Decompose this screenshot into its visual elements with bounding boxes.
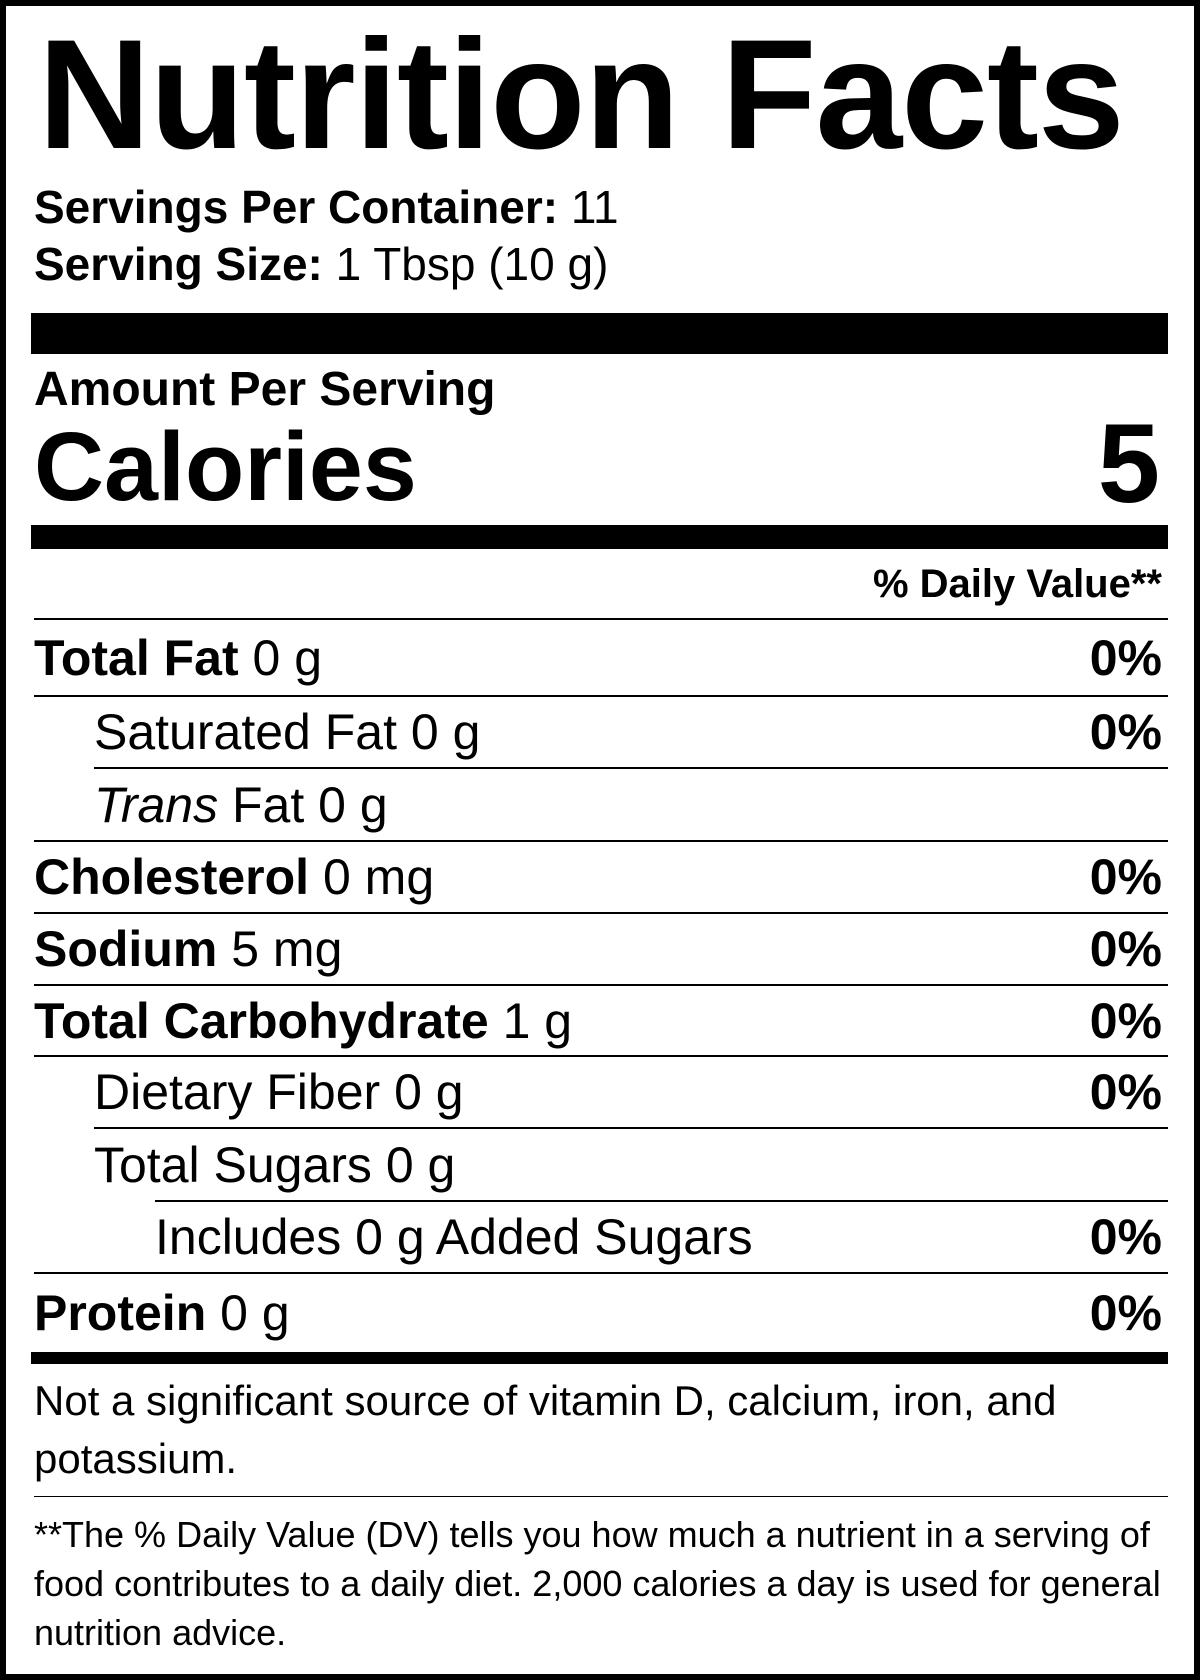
calories-value: 5 <box>1097 401 1160 526</box>
nutrient-daily-value: 0% <box>1089 704 1162 760</box>
nutrient-name: Total Carbohydrate <box>34 992 489 1049</box>
nutrient-amount: 1 g <box>502 992 573 1049</box>
divider <box>34 1055 1168 1057</box>
nutrient-name: Total Fat <box>34 629 239 686</box>
divider <box>34 840 1168 842</box>
nutrient-name-amount: Includes 0 g Added Sugars <box>155 1208 753 1266</box>
nutrient-name: Includes 0 g Added Sugars <box>155 1209 753 1265</box>
thick-divider <box>31 313 1168 354</box>
nutrient-name-amount: Saturated Fat 0 g <box>94 703 480 761</box>
nutrient-amount: 0 g <box>394 1064 464 1120</box>
nutrient-daily-value: 0% <box>1089 921 1162 977</box>
nutrient-daily-value: 0% <box>1089 849 1162 905</box>
nutrient-amount: 0 g <box>318 776 388 833</box>
nutrient-name: Fat <box>232 776 305 833</box>
servings-label: Servings Per Container: <box>34 181 559 233</box>
nutrient-name-amount: Total Sugars 0 g <box>94 1136 455 1194</box>
daily-value-footnote: **The % Daily Value (DV) tells you how m… <box>34 1514 1161 1653</box>
servings-value: 11 <box>570 181 619 233</box>
divider <box>34 1272 1168 1274</box>
not-significant-note: Not a significant source of vitamin D, c… <box>34 1377 1057 1482</box>
nutrient-daily-value: 0% <box>1089 1064 1162 1120</box>
servings-per-container: Servings Per Container: 11 <box>34 180 619 234</box>
thick-divider <box>31 1352 1168 1364</box>
nutrient-amount: 0 g <box>385 1136 456 1193</box>
nutrient-name-amount: Cholesterol 0 mg <box>34 848 434 906</box>
nutrient-name-italic: Trans <box>94 776 219 833</box>
nutrient-amount: 0 g <box>410 704 481 760</box>
nutrient-row: Total Sugars 0 g <box>94 1128 1162 1201</box>
nutrient-daily-value: 0% <box>1089 1209 1162 1265</box>
nutrient-row: Saturated Fat 0 g 0% <box>94 696 1162 768</box>
nutrient-row: Includes 0 g Added Sugars 0% <box>155 1201 1162 1273</box>
nutrient-amount: 5 mg <box>231 921 343 977</box>
nutrient-daily-value: 0% <box>1089 629 1162 686</box>
nutrient-name-amount: Protein 0 g <box>34 1284 290 1342</box>
serving-size: Serving Size: 1 Tbsp (10 g) <box>34 237 608 291</box>
nutrient-name: Protein <box>34 1284 207 1341</box>
divider <box>155 1200 1168 1202</box>
nutrient-name-amount: Dietary Fiber 0 g <box>94 1063 464 1121</box>
divider <box>34 1496 1168 1497</box>
daily-value-header: % Daily Value** <box>872 562 1162 606</box>
nutrient-amount: 0 g <box>220 1284 290 1341</box>
nutrient-name-amount: Trans Fat 0 g <box>94 776 388 834</box>
nutrient-name-amount: Total Carbohydrate 1 g <box>34 992 572 1050</box>
nutrient-name: Total Sugars <box>94 1136 372 1193</box>
divider <box>94 1127 1168 1129</box>
serving-size-value: 1 Tbsp (10 g) <box>335 238 609 290</box>
nutrient-daily-value: 0% <box>1089 992 1162 1049</box>
amount-per-serving: Amount Per Serving <box>34 363 496 416</box>
nutrient-name: Sodium <box>34 921 218 977</box>
nutrient-amount: 0 g <box>252 629 323 686</box>
divider <box>34 912 1168 914</box>
nutrient-row: Trans Fat 0 g <box>94 768 1162 841</box>
divider <box>34 984 1168 986</box>
nutrient-row: Total Fat 0 g 0% <box>34 619 1162 696</box>
nutrient-row: Sodium 5 mg 0% <box>34 913 1162 985</box>
serving-size-label: Serving Size: <box>34 238 323 290</box>
medium-divider <box>31 525 1168 549</box>
nutrient-name: Saturated Fat <box>94 704 397 760</box>
nutrient-daily-value: 0% <box>1089 1284 1162 1341</box>
nutrient-row: Cholesterol 0 mg 0% <box>34 841 1162 913</box>
nutrient-amount: 0 mg <box>322 849 435 905</box>
nutrient-row: Total Carbohydrate 1 g 0% <box>34 985 1162 1056</box>
divider <box>34 618 1168 620</box>
nutrient-row: Dietary Fiber 0 g 0% <box>94 1056 1162 1128</box>
nutrient-name: Dietary Fiber <box>94 1064 381 1120</box>
calories-label: Calories <box>34 412 417 521</box>
divider <box>34 695 1168 697</box>
divider <box>94 767 1168 769</box>
label-title: Nutrition Facts <box>38 8 1125 182</box>
nutrient-name-amount: Total Fat 0 g <box>34 629 322 687</box>
nutrient-row: Protein 0 g 0% <box>34 1273 1162 1352</box>
nutrient-name: Cholesterol <box>34 849 310 905</box>
nutrient-name-amount: Sodium 5 mg <box>34 920 342 978</box>
